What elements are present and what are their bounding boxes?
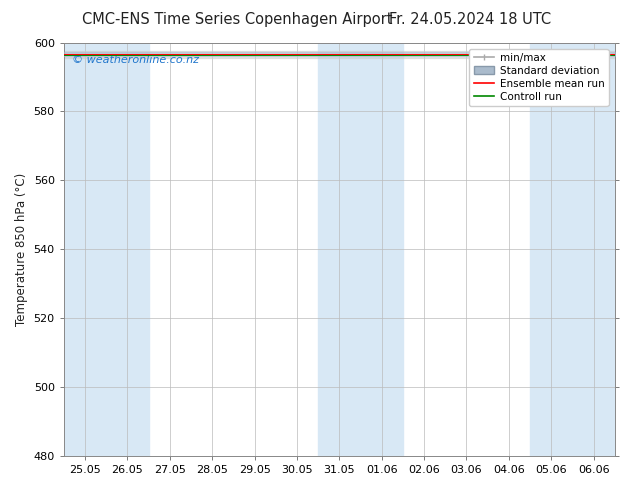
Bar bbox=[573, 43, 615, 456]
Bar bbox=[107, 43, 148, 456]
Text: CMC-ENS Time Series Copenhagen Airport: CMC-ENS Time Series Copenhagen Airport bbox=[82, 12, 393, 27]
Text: © weatheronline.co.nz: © weatheronline.co.nz bbox=[72, 55, 199, 65]
Bar bbox=[361, 43, 403, 456]
Bar bbox=[530, 43, 573, 456]
Text: Fr. 24.05.2024 18 UTC: Fr. 24.05.2024 18 UTC bbox=[389, 12, 552, 27]
Legend: min/max, Standard deviation, Ensemble mean run, Controll run: min/max, Standard deviation, Ensemble me… bbox=[469, 49, 609, 106]
Bar bbox=[64, 43, 107, 456]
Bar bbox=[318, 43, 361, 456]
Y-axis label: Temperature 850 hPa (°C): Temperature 850 hPa (°C) bbox=[15, 172, 28, 326]
